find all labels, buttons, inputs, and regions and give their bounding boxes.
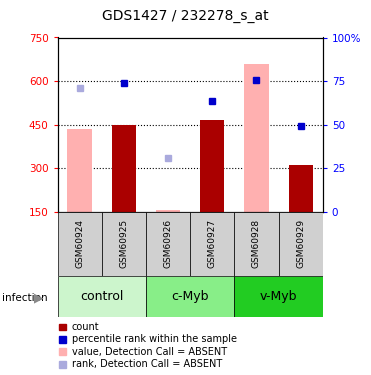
Text: rank, Detection Call = ABSENT: rank, Detection Call = ABSENT [72,359,222,369]
Bar [102,212,146,276]
Text: c-Myb: c-Myb [171,290,209,303]
Text: percentile rank within the sample: percentile rank within the sample [72,334,237,344]
Bar [58,276,146,317]
Bar [156,210,180,212]
Bar [289,165,313,212]
Bar [244,64,269,212]
Bar [234,212,279,276]
Bar [190,212,234,276]
Bar [112,125,136,212]
Text: GSM60928: GSM60928 [252,219,261,268]
Bar [146,212,190,276]
Text: GDS1427 / 232278_s_at: GDS1427 / 232278_s_at [102,9,269,23]
Bar [200,120,224,212]
Text: ▶: ▶ [34,292,44,304]
Text: infection: infection [2,293,47,303]
Bar [58,212,102,276]
Bar [279,212,323,276]
Bar [68,129,92,212]
Bar [234,276,323,317]
Text: count: count [72,322,99,332]
Text: GSM60926: GSM60926 [164,219,173,268]
Text: control: control [80,290,124,303]
Text: GSM60925: GSM60925 [119,219,128,268]
Bar [146,276,234,317]
Text: value, Detection Call = ABSENT: value, Detection Call = ABSENT [72,347,227,357]
Text: GSM60924: GSM60924 [75,219,84,268]
Text: v-Myb: v-Myb [260,290,297,303]
Text: GSM60929: GSM60929 [296,219,305,268]
Text: GSM60927: GSM60927 [208,219,217,268]
